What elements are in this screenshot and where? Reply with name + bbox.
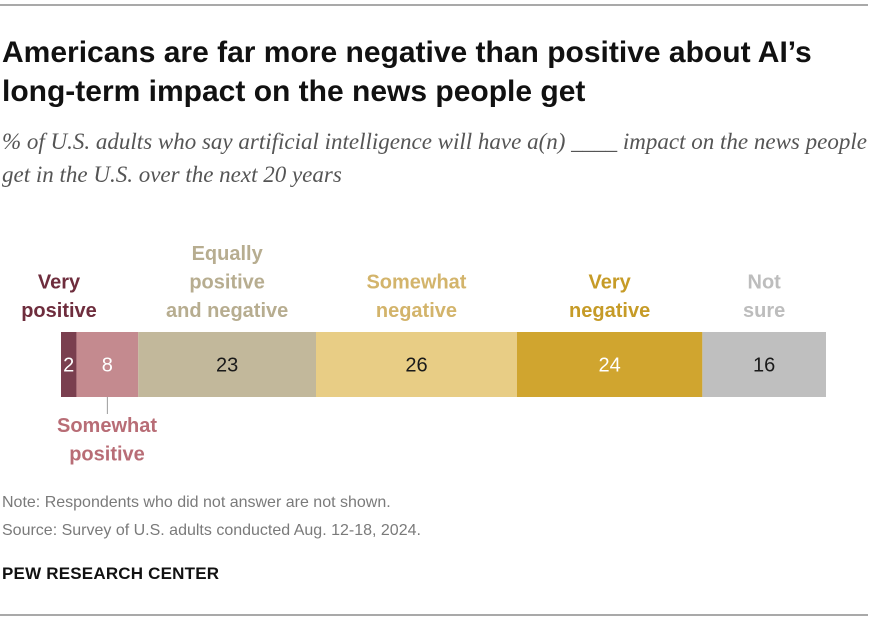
category-label-somewhat-positive: Somewhat <box>57 415 157 437</box>
bar-segment-very-positive <box>61 332 77 397</box>
category-label-somewhat-negative: negative <box>376 300 457 322</box>
bar-segment-equally-positive-and-negative <box>138 332 316 397</box>
value-label-somewhat-negative: 26 <box>405 355 427 377</box>
bar-segment-somewhat-negative <box>316 332 517 397</box>
category-label-equally-positive-and-negative: Equally <box>192 243 264 265</box>
stacked-bar-chart: 2 Very positive 8 Somewhat positive 23 Equally p… <box>21 243 826 466</box>
category-label-not-sure: sure <box>743 300 785 322</box>
category-label-very-positive: Very <box>38 272 81 294</box>
chart-title: Americans are far more negative than pos… <box>2 36 812 108</box>
category-label-very-negative: negative <box>569 300 650 322</box>
category-label-somewhat-positive: positive <box>69 444 145 466</box>
note: Note: Respondents who did not answer are… <box>2 494 391 511</box>
top-rule <box>0 4 868 6</box>
bar-segment-very-negative <box>516 332 703 397</box>
value-label-very-positive: 2 <box>63 355 74 377</box>
category-label-somewhat-negative: Somewhat <box>366 272 466 294</box>
value-label-somewhat-positive: 8 <box>102 355 113 377</box>
category-label-equally-positive-and-negative: and negative <box>166 300 288 322</box>
bar-segment-not-sure <box>702 332 826 397</box>
source: Source: Survey of U.S. adults conducted … <box>2 522 421 539</box>
bar-segment-somewhat-positive <box>76 332 139 397</box>
value-label-equally-positive-and-negative: 23 <box>216 355 238 377</box>
bottom-rule <box>0 614 868 616</box>
category-label-very-positive: positive <box>21 300 97 322</box>
category-label-not-sure: Not <box>748 272 782 294</box>
value-label-not-sure: 16 <box>753 355 775 377</box>
chart-subtitle: % of U.S. adults who say artificial inte… <box>2 129 867 187</box>
category-label-very-negative: Very <box>589 272 632 294</box>
category-label-equally-positive-and-negative: positive <box>189 272 265 294</box>
brand-logo-text: PEW RESEARCH CENTER <box>2 564 220 583</box>
value-label-very-negative: 24 <box>599 355 621 377</box>
